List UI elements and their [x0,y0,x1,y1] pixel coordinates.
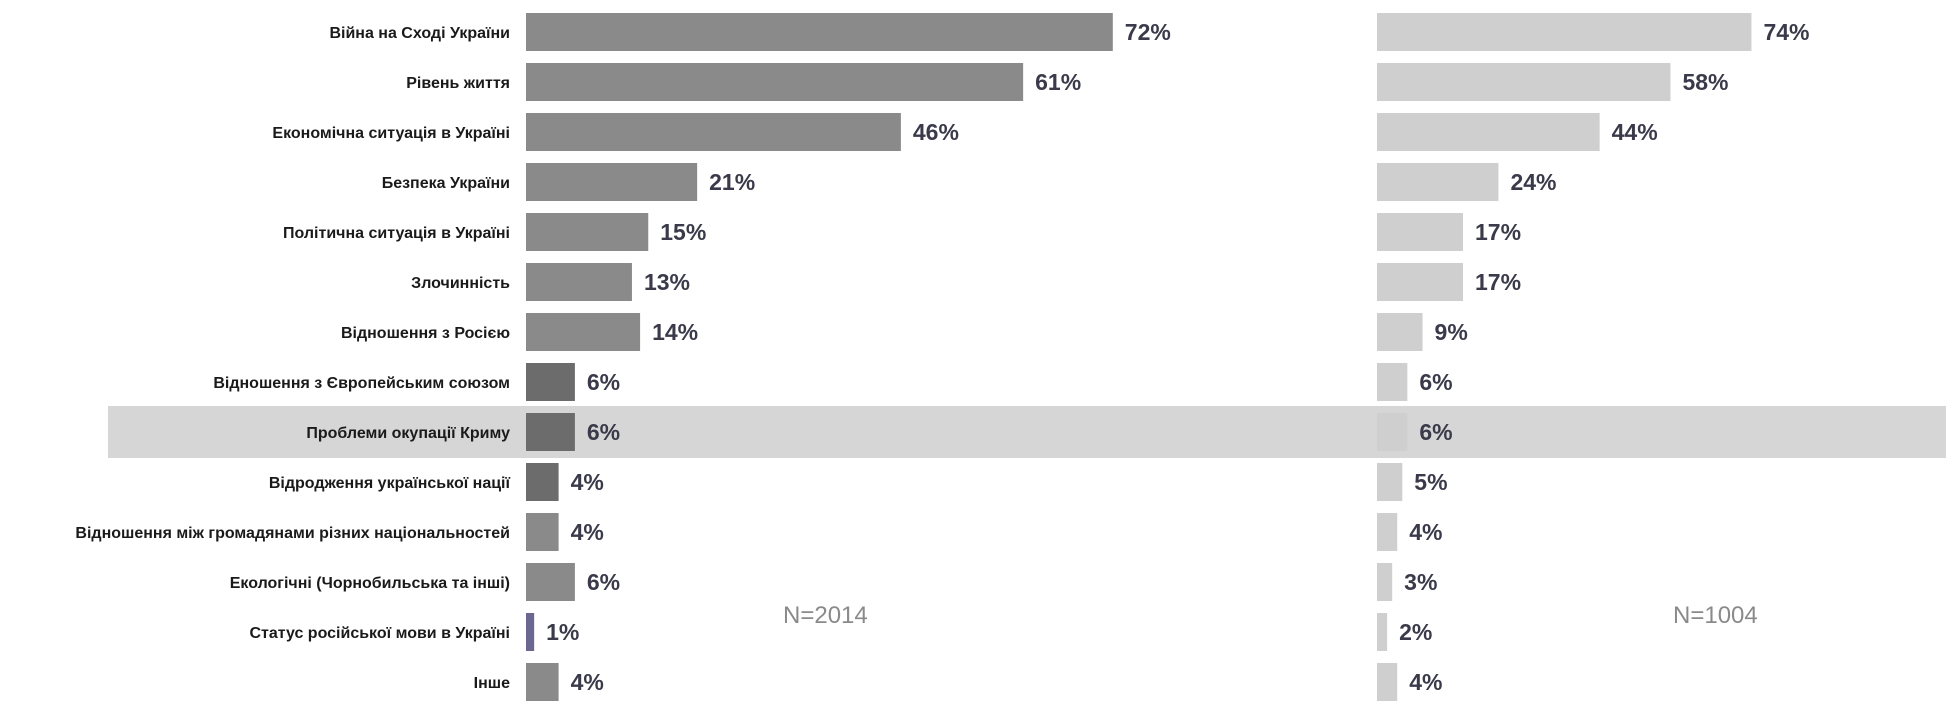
bar-right [1377,13,1752,51]
category-label: Політична ситуація в Україні [283,225,510,242]
bar-left [526,113,901,151]
category-label: Економічна ситуація в Україні [272,125,510,142]
value-label-right: 44% [1612,119,1658,145]
value-label-right: 74% [1763,19,1809,45]
category-label: Відношення з Росією [341,325,510,342]
bar-left [526,463,559,501]
category-label: Відношення з Європейським союзом [213,375,510,392]
bar-left [526,663,559,701]
value-label-left: 21% [709,169,755,195]
bar-right [1377,213,1464,251]
bar-left [526,163,698,201]
bar-left [526,263,632,301]
bar-right [1377,363,1408,401]
bar-right [1377,463,1403,501]
category-label: Злочинність [411,275,510,292]
bar-left [526,313,641,351]
value-label-right: 58% [1682,69,1728,95]
bar-left [526,513,559,551]
bar-right [1377,313,1423,351]
bar-left [526,63,1024,101]
bar-left [526,363,575,401]
category-label: Рівень життя [406,75,510,92]
bar-right [1377,663,1398,701]
category-label: Безпека України [382,175,510,192]
category-label: Інше [474,675,510,692]
bar-left [526,563,575,601]
value-label-right: 5% [1414,469,1447,495]
value-label-left: 6% [587,369,620,395]
value-label-left: 61% [1035,69,1081,95]
bar-left [526,613,535,651]
category-label: Екологічні (Чорнобильська та інші) [230,575,510,592]
category-label: Відношення між громадянами різних націон… [75,525,510,542]
value-label-left: 6% [587,569,620,595]
category-label: Статус російської мови в Україні [249,625,510,642]
value-label-left: 46% [913,119,959,145]
value-label-left: 72% [1125,19,1171,45]
highlight-band [108,406,1946,458]
bar-right [1377,163,1499,201]
value-label-left: 4% [571,469,604,495]
value-label-right: 4% [1409,669,1442,695]
value-label-right: 9% [1435,319,1468,345]
bar-right [1377,563,1393,601]
category-label: Війна на Сході України [329,25,510,42]
value-label-left: 15% [660,219,706,245]
value-label-right: 6% [1419,419,1452,445]
value-label-left: 14% [652,319,698,345]
bar-left [526,13,1113,51]
value-label-left: 6% [587,419,620,445]
sample-size-left: N=2014 [783,602,868,629]
value-label-left: 1% [546,619,579,645]
value-label-right: 3% [1404,569,1437,595]
value-label-left: 13% [644,269,690,295]
value-label-right: 4% [1409,519,1442,545]
bar-left [526,413,575,451]
category-label: Проблеми окупації Криму [306,425,510,442]
value-label-left: 4% [571,519,604,545]
bar-right [1377,613,1388,651]
bar-right [1377,63,1671,101]
value-label-right: 6% [1419,369,1452,395]
sample-size-right: N=1004 [1673,602,1758,629]
value-label-right: 2% [1399,619,1432,645]
value-label-right: 17% [1475,219,1521,245]
right-panel: 74% 58% 44% 24% 17% 17% 9% 6% 6% 5% 4% 3% 2% 4% [1377,13,1809,701]
bar-right [1377,413,1408,451]
value-label-right: 24% [1510,169,1556,195]
bar-right [1377,263,1464,301]
value-label-left: 4% [571,669,604,695]
bar-right [1377,513,1398,551]
category-label: Відродження української нації [269,475,511,492]
bar-left [526,213,649,251]
value-label-right: 17% [1475,269,1521,295]
left-panel: Війна на Сході України 72% Рівень життя 61%… [75,13,1171,701]
bar-right [1377,113,1600,151]
